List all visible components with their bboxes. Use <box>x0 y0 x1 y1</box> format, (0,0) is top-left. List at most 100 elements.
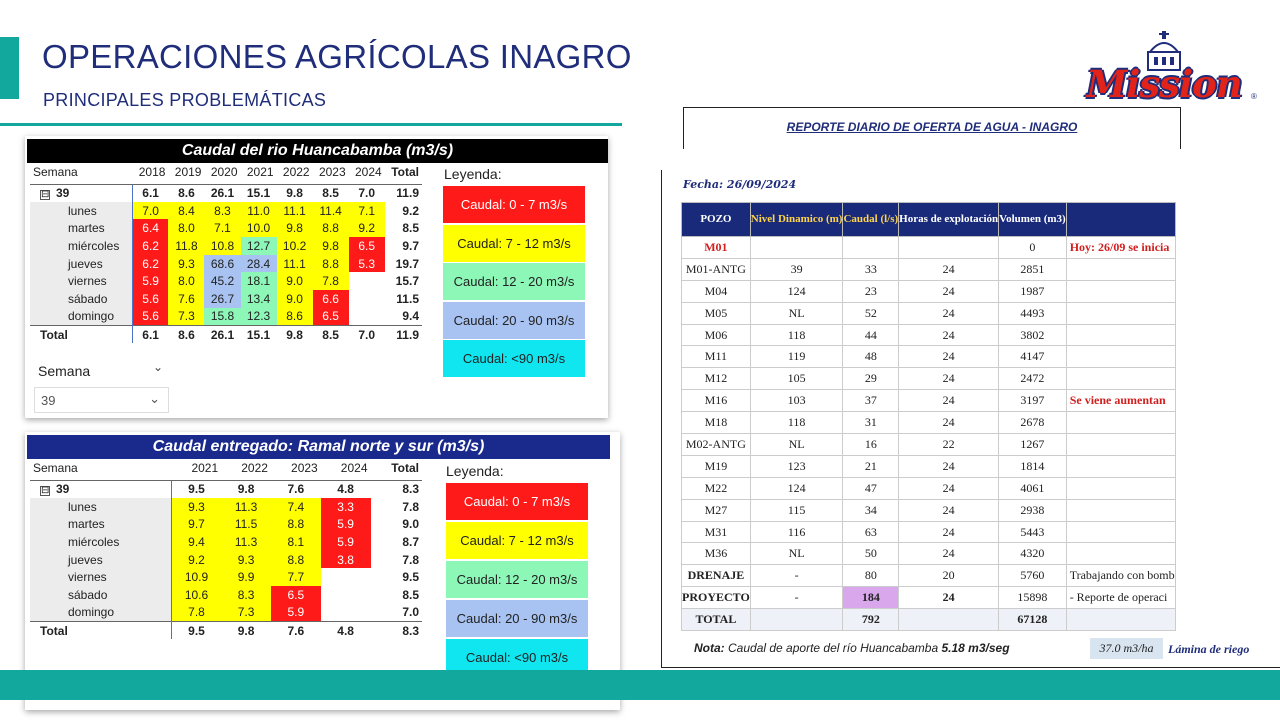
week-header[interactable]: Semana <box>30 457 172 481</box>
well-name: DRENAJE <box>681 564 751 588</box>
day-label: viernes <box>30 272 133 291</box>
well-remarks <box>1065 345 1176 369</box>
day-value: 9.3 <box>168 254 205 273</box>
day-value: 10.2 <box>276 237 313 255</box>
week-value: 7.6 <box>287 482 305 497</box>
well-flow: 80 <box>842 564 900 588</box>
year-header[interactable]: 2020 <box>204 161 241 185</box>
day-value: 26.7 <box>204 290 241 308</box>
year-header[interactable]: 2023 <box>270 457 321 481</box>
well-name: M01 <box>681 236 751 259</box>
day-value: 11.5 <box>221 515 271 534</box>
week-dropdown[interactable]: 39 ⌄ <box>34 387 169 413</box>
day-value: 8.1 <box>270 533 321 551</box>
well-remarks <box>1065 279 1176 303</box>
year-header[interactable]: 2022 <box>276 161 313 185</box>
well-flow: 44 <box>842 323 900 347</box>
total-row: Total 9.5 9.8 7.6 4.8 8.3 <box>30 621 422 640</box>
day-total: 8.5 <box>402 221 419 236</box>
year-header[interactable]: 2019 <box>168 161 205 185</box>
day-value: 11.8 <box>168 237 205 255</box>
total-label: Total <box>30 325 133 344</box>
total-value: 26.1 <box>204 325 241 344</box>
well-hours <box>898 236 1000 259</box>
well-remarks <box>1065 476 1176 500</box>
year-header[interactable]: 2021 <box>171 457 222 481</box>
well-remarks <box>1065 498 1176 522</box>
footer-band <box>0 670 1280 700</box>
well-remarks <box>1065 367 1176 391</box>
day-value: 5.6 <box>131 307 169 326</box>
legend-item: Caudal: 0 - 7 m3/s <box>443 186 585 223</box>
well-name: M05 <box>681 301 751 325</box>
year-header[interactable]: 2018 <box>132 161 169 185</box>
well-row: M19 123 21 24 1814 <box>681 454 1176 478</box>
day-row: domingo 5.6 7.3 15.8 12.3 8.6 6.5 9.4 <box>30 307 422 326</box>
well-volume: 2678 <box>998 411 1067 435</box>
collapse-icon[interactable]: ⊟ <box>40 485 50 497</box>
well-hours: 24 <box>898 498 1000 522</box>
week-header[interactable]: Semana <box>30 161 133 185</box>
well-name: M36 <box>681 542 751 566</box>
year-header[interactable]: 2021 <box>240 161 277 185</box>
well-volume: 5443 <box>998 520 1067 544</box>
well-level: 119 <box>749 345 844 369</box>
well-volume: 2472 <box>998 367 1067 391</box>
matrix-header-row: Semana 2018 2019 2020 2021 2022 2023 2024 Total <box>30 161 422 185</box>
well-remarks <box>1065 454 1176 478</box>
day-value: 8.3 <box>221 586 271 604</box>
well-remarks: Trabajando con bomb <box>1065 564 1176 588</box>
week-label[interactable]: ⊟ 39 <box>40 186 70 201</box>
day-label: domingo <box>30 603 172 622</box>
week-label[interactable]: ⊟ 39 <box>40 482 70 497</box>
well-level: 116 <box>749 520 844 544</box>
total-value: 8.5 <box>312 325 349 344</box>
well-row: M01-ANTG 39 33 24 2851 <box>681 257 1176 281</box>
report-header-row: POZO Nivel Dinamico (m) Caudal (l/s) Horas … <box>681 202 1176 237</box>
year-header[interactable]: 2024 <box>320 457 371 481</box>
wells-report-table: POZO Nivel Dinamico (m) Caudal (l/s) Horas … <box>681 202 1176 632</box>
legend-item: Caudal: 20 - 90 m3/s <box>446 600 588 637</box>
day-total: 7.0 <box>402 605 419 620</box>
report-col-header: Horas de explotación <box>898 202 1000 237</box>
year-header[interactable]: 2022 <box>221 457 271 481</box>
day-row: lunes 9.3 11.3 7.4 3.3 7.8 <box>30 497 422 516</box>
day-total: 11.5 <box>396 291 419 306</box>
collapse-icon[interactable]: ⊟ <box>40 189 50 201</box>
year-header[interactable]: 2023 <box>312 161 349 185</box>
river-flow-panel: Caudal del rio Huancabamba (m3/s) Semana… <box>25 136 608 418</box>
total-value: 4.8 <box>320 621 371 640</box>
report-col-header: Volumen (m3) <box>998 202 1067 237</box>
well-name: M22 <box>681 476 751 500</box>
well-hours: 24 <box>898 301 1000 325</box>
well-level: 118 <box>749 411 844 435</box>
well-volume: 1267 <box>998 433 1067 456</box>
day-value: 68.6 <box>204 254 241 273</box>
well-hours: 24 <box>898 586 1000 610</box>
day-value: 8.6 <box>276 307 313 326</box>
well-flow: 33 <box>842 257 900 281</box>
legend-item: Caudal: <90 m3/s <box>443 340 585 377</box>
well-volume: 2938 <box>998 498 1067 522</box>
total-header[interactable]: Total <box>384 161 422 185</box>
total-header[interactable]: Total <box>370 457 422 481</box>
day-row: martes 9.7 11.5 8.8 5.9 9.0 <box>30 515 422 534</box>
day-value: 3.3 <box>320 497 371 516</box>
day-value: 11.1 <box>276 201 313 220</box>
year-header[interactable]: 2024 <box>348 161 385 185</box>
well-name: M06 <box>681 323 751 347</box>
day-value: 7.3 <box>221 603 271 622</box>
report-title: REPORTE DIARIO DE OFERTA DE AGUA - INAGR… <box>786 120 1078 134</box>
well-row: M06 118 44 24 3802 <box>681 323 1176 347</box>
legend-item: Caudal: 12 - 20 m3/s <box>443 263 585 300</box>
day-value: 6.5 <box>270 586 321 604</box>
slicer-collapse-icon[interactable]: ⌄ <box>153 360 164 374</box>
report-date: Fecha: 26/09/2024 <box>683 178 797 191</box>
well-hours: 24 <box>898 367 1000 391</box>
day-value: 7.8 <box>312 272 349 291</box>
day-label: martes <box>30 515 172 534</box>
day-value: 8.0 <box>168 219 205 238</box>
well-name: M16 <box>681 389 751 413</box>
well-volume: 1814 <box>998 454 1067 478</box>
day-value: 6.2 <box>131 254 169 273</box>
